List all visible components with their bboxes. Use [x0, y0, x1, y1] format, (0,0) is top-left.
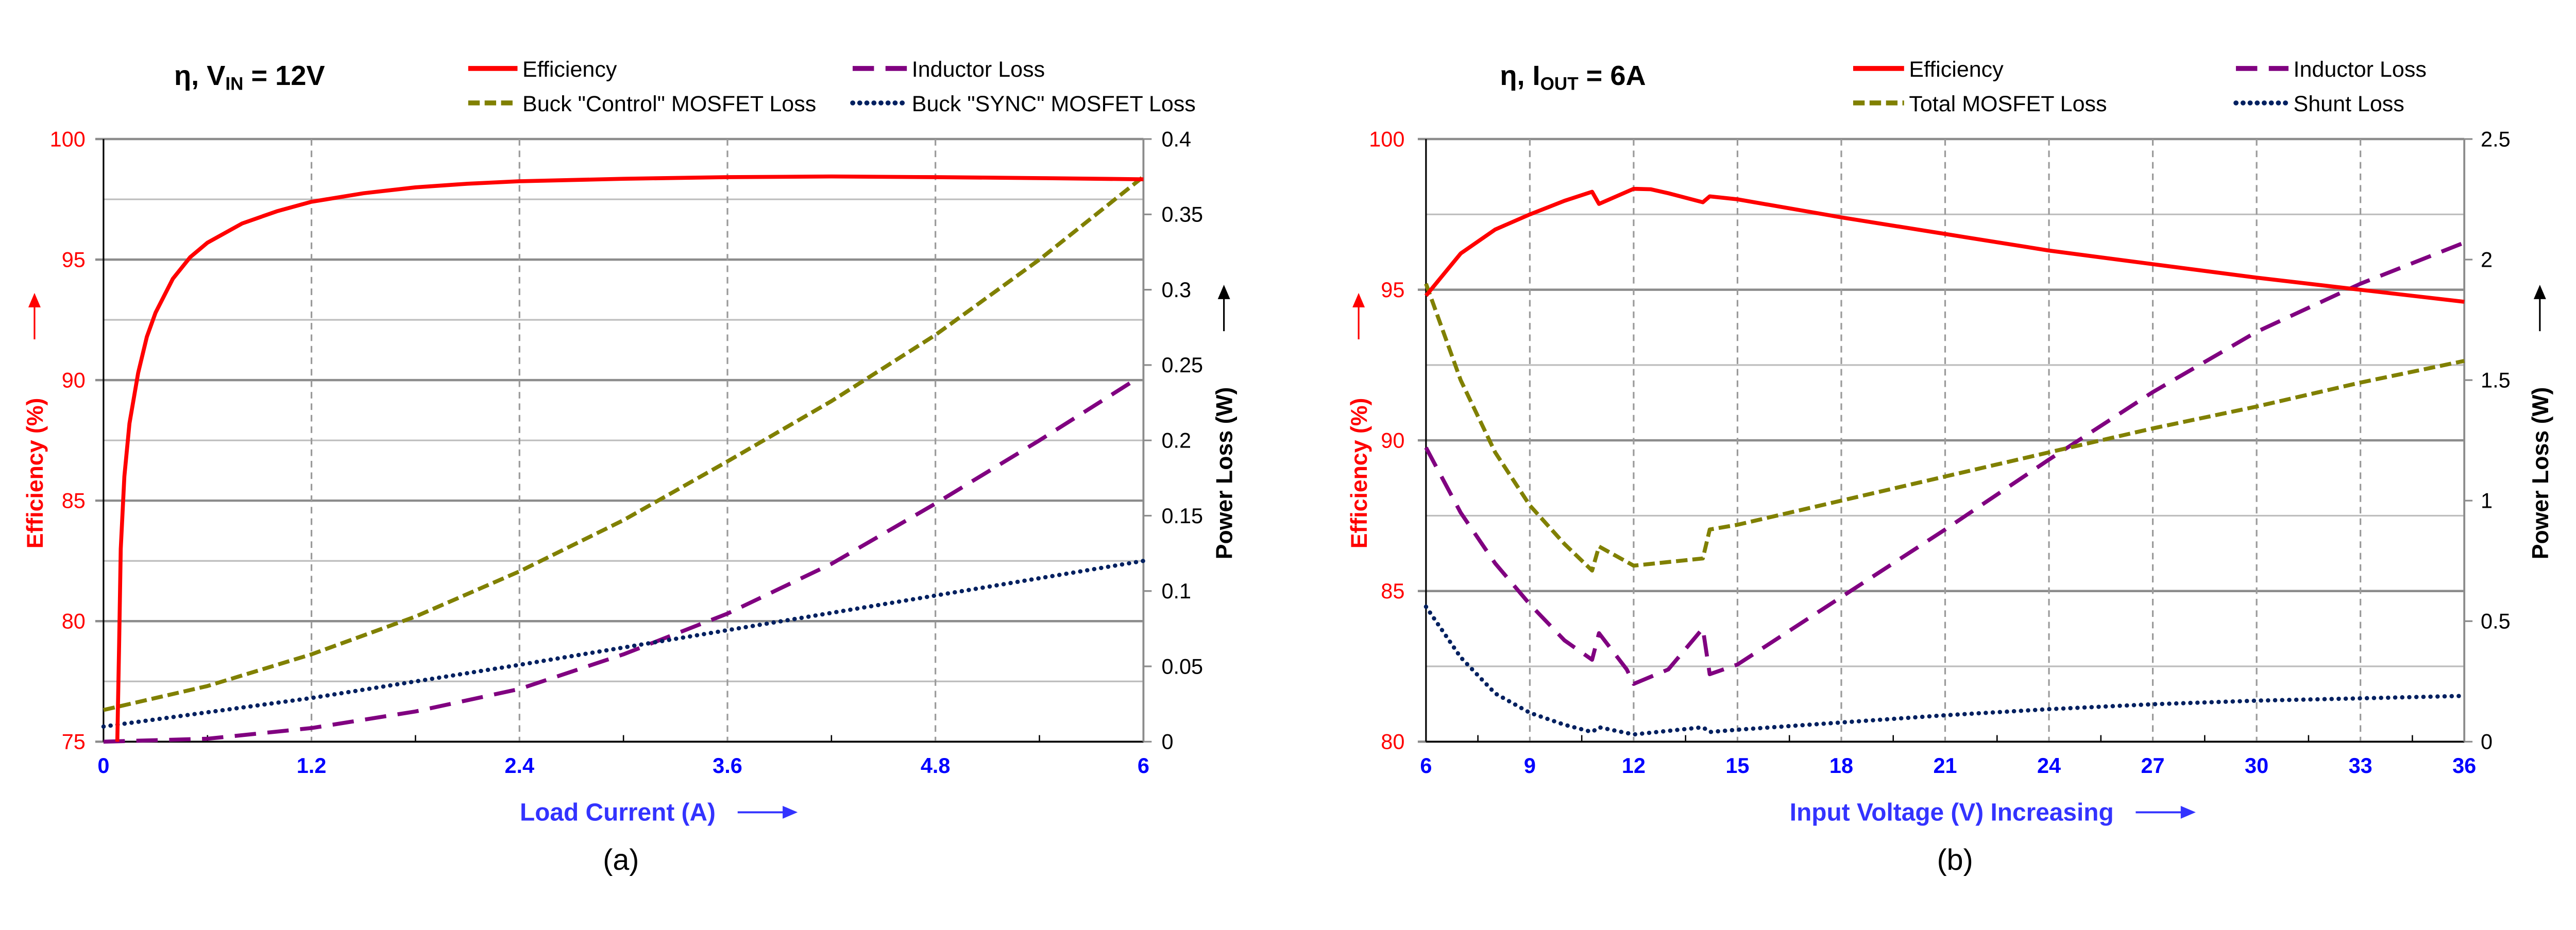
y-left-tick-label: 100 [50, 127, 86, 151]
x-tick-label: 6 [1420, 753, 1432, 778]
y-right-tick-label: 0.15 [1161, 504, 1203, 528]
legend-label: Buck "Control" MOSFET Loss [522, 92, 816, 116]
title-subscript: OUT [1540, 74, 1579, 94]
y-left-axis-title: Efficiency (%) [1347, 398, 1372, 549]
chart-title: η, IOUT = 6A [1500, 60, 1646, 94]
y-left-axis-title: Efficiency (%) [23, 398, 48, 549]
series-line-efficiency [115, 174, 1144, 742]
panel-label: (a) [603, 843, 639, 876]
legend-label: Inductor Loss [912, 57, 1045, 82]
y-right-tick-label: 2 [2481, 247, 2493, 271]
y-left-tick-label: 75 [62, 730, 86, 754]
y-right-axis-title: Power Loss (W) [2528, 387, 2553, 560]
y-right-tick-label: 0.4 [1161, 127, 1191, 151]
y-left-tick-label: 80 [1381, 730, 1404, 754]
title-text: = 12V [243, 60, 325, 91]
y-left-tick-label: 100 [1369, 127, 1404, 151]
x-tick-label: 6 [1138, 753, 1149, 778]
x-tick-label: 18 [1829, 753, 1853, 778]
y-right-tick-label: 0.1 [1161, 579, 1191, 603]
y-left-tick-label: 90 [62, 368, 86, 392]
y-right-tick-label: 0 [2481, 730, 2493, 754]
x-tick-label: 15 [1725, 753, 1749, 778]
x-tick-label: 9 [1524, 753, 1536, 778]
x-tick-label: 0 [97, 753, 109, 778]
legend-label: Efficiency [522, 57, 617, 82]
y-left-tick-label: 85 [1381, 579, 1404, 603]
y-left-tick-label: 85 [62, 489, 86, 513]
series-line-buck-control-mosfet-loss [103, 175, 1145, 712]
y-left-tick-label: 95 [1381, 278, 1404, 302]
y-right-tick-label: 0.05 [1161, 654, 1203, 678]
y-right-tick-label: 0.2 [1161, 428, 1191, 453]
legend-label: Shunt Loss [2294, 92, 2404, 116]
legend-label: Inductor Loss [2294, 57, 2427, 82]
x-tick-label: 3.6 [713, 753, 742, 778]
y-right-tick-label: 1.5 [2481, 368, 2511, 392]
arrow-up-icon [28, 292, 41, 340]
x-tick-label: 27 [2141, 753, 2165, 778]
series-line-inductor-loss [103, 378, 1136, 744]
title-text: = 6A [1579, 60, 1646, 91]
panel-label: (b) [1937, 843, 1973, 876]
title-subscript: IN [225, 74, 243, 94]
arrow-up-icon [1352, 292, 1365, 340]
y-left-tick-label: 90 [1381, 428, 1404, 453]
x-tick-label: 2.4 [504, 753, 534, 778]
series-line-inductor-loss [1424, 240, 2465, 686]
series-line-shunt-loss [1423, 605, 2467, 737]
arrow-right-icon [737, 805, 798, 819]
chart-title: η, VIN = 12V [174, 60, 325, 94]
title-text: η, I [1500, 60, 1540, 91]
x-tick-label: 33 [2349, 753, 2372, 778]
legend-label: Buck "SYNC" MOSFET Loss [912, 92, 1196, 116]
series-line-efficiency [1424, 186, 2465, 304]
y-right-tick-label: 2.5 [2481, 127, 2511, 151]
arrow-up-icon [2533, 284, 2546, 332]
x-tick-label: 36 [2452, 753, 2476, 778]
legend-label: Total MOSFET Loss [1909, 92, 2107, 116]
y-right-tick-label: 0.25 [1161, 353, 1203, 377]
legend-label: Efficiency [1909, 57, 2004, 82]
title-text: η, V [174, 60, 225, 91]
y-left-tick-label: 80 [62, 609, 86, 633]
x-tick-label: 12 [1622, 753, 1646, 778]
x-axis-title: Input Voltage (V) Increasing [1790, 799, 2114, 826]
y-right-tick-label: 0.3 [1161, 278, 1191, 302]
y-right-tick-label: 0 [1161, 730, 1173, 754]
x-tick-label: 21 [1933, 753, 1957, 778]
x-tick-label: 1.2 [297, 753, 327, 778]
chart-panel-b: 80 85 90 95 100 6 9 12 15 18 21 24 27 30 33 360 0.5 1 1.5 2… [1347, 57, 2553, 876]
y-right-tick-label: 0.5 [2481, 609, 2511, 633]
arrow-right-icon [2136, 805, 2196, 819]
x-axis-title: Load Current (A) [520, 799, 716, 826]
x-tick-label: 4.8 [921, 753, 951, 778]
y-right-tick-label: 0.35 [1161, 202, 1203, 227]
series-line-total-mosfet-loss [1424, 283, 2465, 573]
x-tick-label: 24 [2037, 753, 2061, 778]
arrow-up-icon [1217, 284, 1230, 332]
y-left-tick-label: 95 [62, 247, 86, 271]
x-tick-label: 30 [2245, 753, 2268, 778]
y-right-axis-title: Power Loss (W) [1212, 387, 1238, 560]
y-right-tick-label: 1 [2481, 489, 2493, 513]
series-line-buck-sync-mosfet-loss [101, 559, 1146, 729]
